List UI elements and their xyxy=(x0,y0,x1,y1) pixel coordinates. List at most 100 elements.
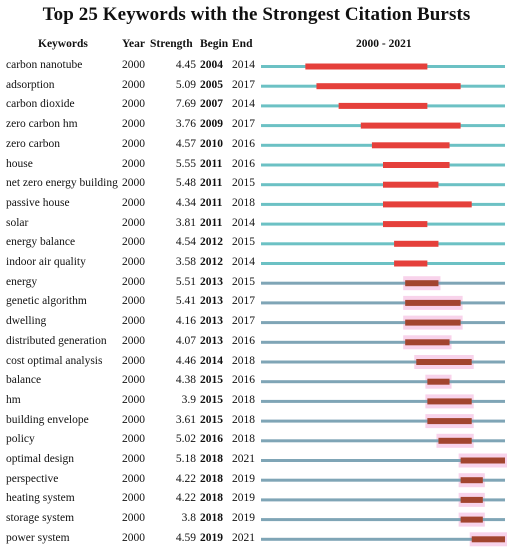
burst-bar xyxy=(405,339,450,346)
keyword-cell: genetic algorithm xyxy=(6,295,87,308)
begin-cell: 2015 xyxy=(200,413,223,426)
keyword-cell: dwelling xyxy=(6,315,47,328)
header-begin: Begin xyxy=(200,38,229,50)
keyword-cell: optimal design xyxy=(6,453,75,465)
table-row: hm 2000 3.9 2015 2018 xyxy=(0,391,513,413)
keyword-cell: power system xyxy=(6,531,70,544)
timeline-baseline xyxy=(261,281,505,285)
end-cell: 2014 xyxy=(232,59,255,71)
end-cell: 2016 xyxy=(232,374,255,387)
keyword-cell: storage system xyxy=(6,512,75,525)
begin-cell: 2018 xyxy=(200,492,223,505)
strength-cell: 4.22 xyxy=(175,472,196,485)
keyword-cell: house xyxy=(6,157,33,170)
end-cell: 2014 xyxy=(232,256,255,268)
keyword-cell: energy xyxy=(6,275,38,288)
strength-cell: 7.69 xyxy=(175,98,196,111)
end-cell: 2021 xyxy=(232,453,255,465)
keyword-cell: carbon dioxide xyxy=(6,98,75,111)
burst-bar xyxy=(460,477,483,484)
table-row: genetic algorithm 2000 5.41 2013 2017 xyxy=(0,292,513,314)
burst-bar xyxy=(416,359,472,365)
table-row: adsorption 2000 5.09 2005 2017 xyxy=(0,76,513,98)
end-cell: 2015 xyxy=(232,236,255,249)
timeline-baseline xyxy=(261,360,505,364)
burst-bar xyxy=(383,162,450,168)
burst-bar xyxy=(460,516,483,523)
chart-title: Top 25 Keywords with the Strongest Citat… xyxy=(42,4,471,25)
year-cell: 2000 xyxy=(122,256,145,268)
burst-bar xyxy=(371,142,450,149)
strength-cell: 3.76 xyxy=(175,118,196,131)
table-row: distributed generation 2000 4.07 2013 2016 xyxy=(0,332,513,354)
strength-cell: 4.45 xyxy=(175,59,196,71)
strength-cell: 4.22 xyxy=(175,492,196,505)
begin-cell: 2005 xyxy=(200,78,223,91)
strength-cell: 3.58 xyxy=(175,256,196,268)
strength-cell: 3.9 xyxy=(181,393,196,406)
year-cell: 2000 xyxy=(122,59,145,71)
keyword-cell: carbon nanotube xyxy=(6,59,83,71)
keyword-cell: net zero energy building xyxy=(6,177,118,190)
header-strength: Strength xyxy=(150,38,193,50)
table-row: net zero energy building 2000 5.48 2011 2015 xyxy=(0,174,513,196)
year-cell: 2000 xyxy=(122,531,145,544)
year-cell: 2000 xyxy=(122,216,145,229)
burst-bar xyxy=(383,201,472,208)
begin-cell: 2013 xyxy=(200,315,223,328)
year-cell: 2000 xyxy=(122,236,145,249)
year-cell: 2000 xyxy=(122,393,145,406)
begin-cell: 2004 xyxy=(200,59,223,71)
begin-cell: 2015 xyxy=(200,393,223,406)
end-cell: 2019 xyxy=(232,492,255,505)
burst-bar xyxy=(338,102,428,109)
burst-bar xyxy=(438,437,472,444)
strength-cell: 3.8 xyxy=(181,512,196,525)
end-cell: 2019 xyxy=(232,472,255,485)
table-row: house 2000 5.55 2011 2016 xyxy=(0,155,513,177)
end-cell: 2016 xyxy=(232,334,255,347)
year-cell: 2000 xyxy=(122,472,145,485)
end-cell: 2015 xyxy=(232,177,255,190)
begin-cell: 2010 xyxy=(200,137,223,150)
strength-cell: 5.09 xyxy=(175,78,196,91)
timeline-baseline xyxy=(261,380,505,384)
table-row: energy 2000 5.51 2013 2015 xyxy=(0,273,513,295)
timeline-baseline xyxy=(261,301,505,305)
end-cell: 2018 xyxy=(232,393,255,406)
end-cell: 2021 xyxy=(232,531,255,544)
end-cell: 2018 xyxy=(232,354,255,367)
strength-cell: 4.46 xyxy=(175,354,196,367)
keyword-cell: balance xyxy=(6,374,42,387)
year-cell: 2000 xyxy=(122,275,145,288)
keyword-cell: perspective xyxy=(6,472,59,485)
end-cell: 2017 xyxy=(232,295,255,308)
year-cell: 2000 xyxy=(122,78,145,91)
timeline-baseline xyxy=(261,537,505,541)
table-row: indoor air quality 2000 3.58 2012 2014 xyxy=(0,253,513,275)
end-cell: 2018 xyxy=(232,433,255,446)
strength-cell: 4.38 xyxy=(175,374,196,387)
table-row: passive house 2000 4.34 2011 2018 xyxy=(0,194,513,216)
table-row: policy 2000 5.02 2016 2018 xyxy=(0,430,513,452)
burst-bar xyxy=(405,319,461,326)
table-row: optimal design 2000 5.18 2018 2021 xyxy=(0,450,513,472)
keyword-cell: adsorption xyxy=(6,78,55,91)
table-row: zero carbon hm 2000 3.76 2009 2017 xyxy=(0,115,513,137)
timeline-baseline xyxy=(261,498,505,502)
table-row: cost optimal analysis 2000 4.46 2014 2018 xyxy=(0,352,513,374)
year-cell: 2000 xyxy=(122,118,145,131)
strength-cell: 5.48 xyxy=(175,177,196,190)
begin-cell: 2009 xyxy=(200,118,223,131)
table-row: building envelope 2000 3.61 2015 2018 xyxy=(0,411,513,433)
end-cell: 2018 xyxy=(232,413,255,426)
begin-cell: 2013 xyxy=(200,295,223,308)
end-cell: 2015 xyxy=(232,275,255,288)
header-end: End xyxy=(232,38,253,50)
keyword-cell: building envelope xyxy=(6,413,89,426)
timeline-baseline xyxy=(261,518,505,522)
table-row: power system 2000 4.59 2019 2021 xyxy=(0,529,513,551)
burst-bar xyxy=(427,378,450,385)
keyword-cell: solar xyxy=(6,216,29,229)
year-cell: 2000 xyxy=(122,196,145,209)
